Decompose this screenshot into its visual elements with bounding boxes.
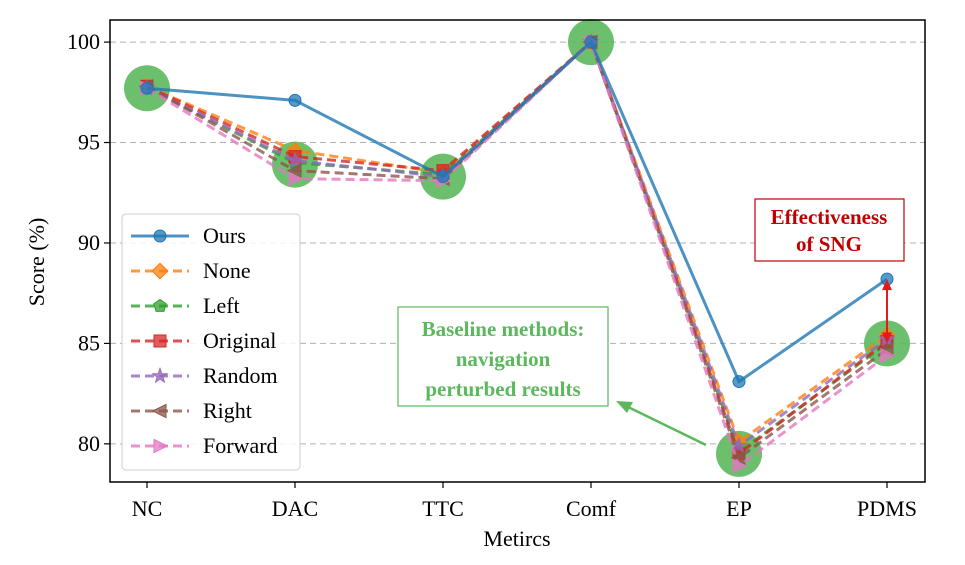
legend-label: Random — [203, 363, 278, 388]
legend-label: Right — [203, 398, 252, 423]
y-tick-label: 90 — [78, 230, 100, 255]
legend-marker — [151, 403, 167, 419]
y-tick-label: 95 — [78, 130, 100, 155]
data-point — [732, 375, 746, 389]
data-point — [288, 171, 304, 187]
legend-marker — [153, 229, 167, 243]
effectiveness-text: of SNG — [796, 232, 862, 256]
baseline-text: perturbed results — [425, 377, 580, 401]
x-tick-label: PDMS — [857, 496, 917, 521]
baseline-text: Baseline methods: — [422, 317, 585, 341]
data-point — [286, 163, 302, 179]
data-point — [732, 458, 748, 474]
effectiveness-text: Effectiveness — [771, 205, 888, 229]
legend-label: Original — [203, 328, 276, 353]
legend-item: Random — [131, 363, 278, 388]
x-axis-label: Metircs — [483, 526, 550, 551]
legend-item: Original — [131, 328, 276, 353]
legend-item: Left — [131, 293, 240, 318]
sng-arrow-head-down — [882, 332, 892, 344]
x-tick-label: NC — [132, 496, 163, 521]
legend-label: None — [203, 258, 251, 283]
sng-arrow-head-up — [882, 279, 892, 291]
baseline-text: navigation — [456, 347, 551, 371]
x-tick-label: TTC — [422, 496, 464, 521]
data-point — [880, 348, 896, 363]
x-tick-label: EP — [726, 496, 752, 521]
x-tick-label: DAC — [272, 496, 318, 521]
legend-label: Forward — [203, 433, 278, 458]
effectiveness-box — [754, 198, 905, 262]
data-point — [286, 151, 304, 168]
legend-marker — [153, 438, 169, 454]
x-tick-label: Comf — [566, 496, 617, 521]
data-point — [140, 81, 154, 95]
legend-item: Ours — [131, 223, 246, 248]
legend-label: Left — [203, 293, 240, 318]
series-line — [146, 39, 888, 461]
y-tick-label: 80 — [78, 431, 100, 456]
annotations: Effectiveness of SNG Baseline methods: navi… — [397, 198, 905, 447]
baseline-arrow-line — [627, 405, 707, 447]
series-line — [146, 39, 888, 457]
y-tick-label: 85 — [78, 330, 100, 355]
y-tick-label: 100 — [67, 29, 100, 54]
series-line — [146, 39, 888, 384]
legend-marker — [153, 298, 167, 312]
baseline-arrow-head — [616, 401, 633, 413]
legend-marker — [153, 334, 167, 348]
legend-item: Forward — [131, 433, 278, 458]
legend-marker — [151, 262, 169, 280]
series-layer — [138, 33, 896, 474]
baseline-box — [397, 306, 609, 407]
axes: 80 85 90 95 100 NC DAC TTC Comf EP PDMS — [67, 19, 926, 521]
plot-frame — [109, 19, 926, 483]
series-ours — [140, 35, 894, 389]
legend-item: Right — [131, 398, 252, 423]
legend-marker — [151, 366, 169, 384]
data-point — [584, 35, 598, 49]
y-axis-label: Score (%) — [24, 218, 49, 307]
data-point — [288, 93, 302, 107]
legend: Ours None Left Original Random Right Forward — [121, 213, 301, 471]
data-point — [436, 170, 450, 184]
legend-item: None — [131, 258, 251, 283]
legend-label: Ours — [203, 223, 246, 248]
